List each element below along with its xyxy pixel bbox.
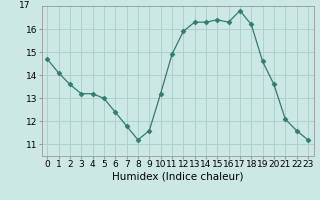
Text: 17: 17	[19, 1, 30, 10]
X-axis label: Humidex (Indice chaleur): Humidex (Indice chaleur)	[112, 172, 243, 182]
